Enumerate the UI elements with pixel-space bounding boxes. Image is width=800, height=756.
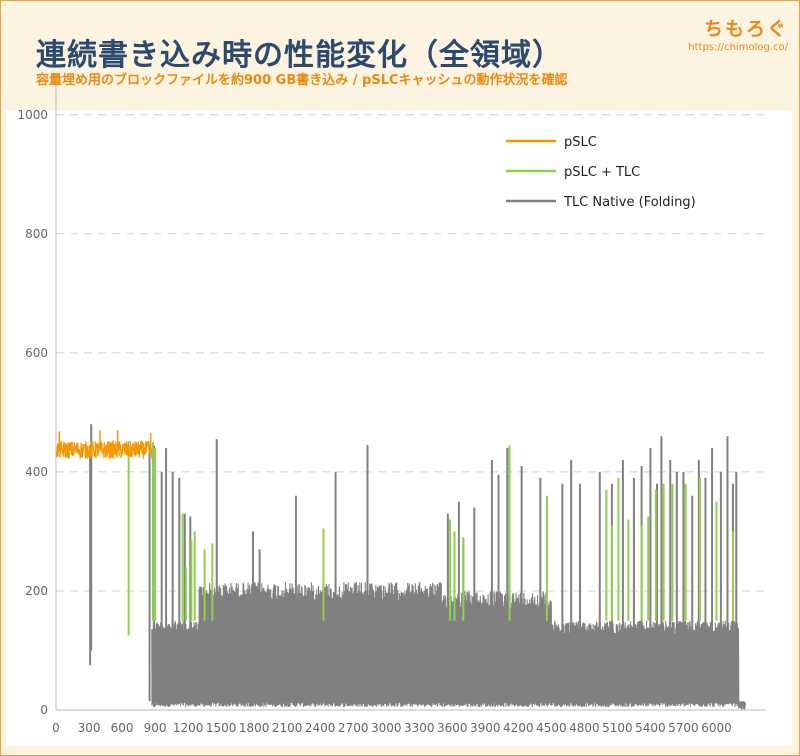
x-tick-label: 1500 bbox=[206, 721, 237, 735]
x-tick-label: 5700 bbox=[668, 721, 699, 735]
x-tick-label: 300 bbox=[78, 721, 101, 735]
x-tick-label: 2400 bbox=[305, 721, 336, 735]
chart-subtitle: 容量埋め用のブロックファイルを約900 GB書き込み / pSLCキャッシュの動… bbox=[36, 73, 568, 88]
brand-logo: ちもろぐ bbox=[703, 18, 788, 40]
legend-label: TLC Native (Folding) bbox=[563, 195, 696, 210]
x-tick-label: 3900 bbox=[470, 721, 501, 735]
y-tick-label: 1000 bbox=[17, 108, 48, 122]
x-tick-label: 0 bbox=[52, 721, 60, 735]
y-tick-label: 800 bbox=[25, 227, 48, 241]
chart-title: 連続書き込み時の性能変化（全領域） bbox=[36, 38, 563, 73]
x-tick-label: 6000 bbox=[701, 721, 732, 735]
series-line bbox=[151, 582, 746, 710]
x-tick-label: 5400 bbox=[635, 721, 666, 735]
x-tick-label: 3600 bbox=[437, 721, 468, 735]
x-axis: 0 300 600 900 1200 1500 1800 2100 2400 2700 3000 33… bbox=[52, 721, 732, 735]
y-tick-label: 400 bbox=[25, 465, 48, 479]
y-tick-label: 600 bbox=[25, 346, 48, 360]
x-tick-label: 3300 bbox=[404, 721, 435, 735]
y-tick-label: 0 bbox=[40, 703, 48, 717]
x-tick-label: 4500 bbox=[536, 721, 567, 735]
y-tick-label: 200 bbox=[25, 584, 48, 598]
x-tick-label: 900 bbox=[144, 721, 167, 735]
brand: ちもろぐ https://chimolog.co/ bbox=[688, 14, 788, 53]
x-tick-label: 5100 bbox=[602, 721, 633, 735]
series-pslc-tlc bbox=[127, 442, 734, 636]
x-tick-label: 2700 bbox=[338, 721, 369, 735]
series-tlc-native bbox=[89, 424, 746, 710]
legend-label: pSLC + TLC bbox=[564, 165, 640, 180]
legend-label: pSLC bbox=[564, 135, 597, 150]
series-pslc bbox=[55, 430, 153, 459]
legend: pSLC pSLC + TLC TLC Native (Folding) bbox=[506, 135, 696, 210]
x-tick-label: 1200 bbox=[173, 721, 204, 735]
y-axis: 0 200 400 600 800 1000 bbox=[17, 85, 766, 717]
x-tick-label: 600 bbox=[111, 721, 134, 735]
brand-url: https://chimolog.co/ bbox=[688, 42, 788, 53]
series-line bbox=[55, 439, 153, 459]
x-tick-label: 2100 bbox=[272, 721, 303, 735]
x-tick-label: 4800 bbox=[569, 721, 600, 735]
x-tick-label: 1800 bbox=[239, 721, 270, 735]
x-tick-label: 4200 bbox=[503, 721, 534, 735]
x-tick-label: 3000 bbox=[371, 721, 402, 735]
